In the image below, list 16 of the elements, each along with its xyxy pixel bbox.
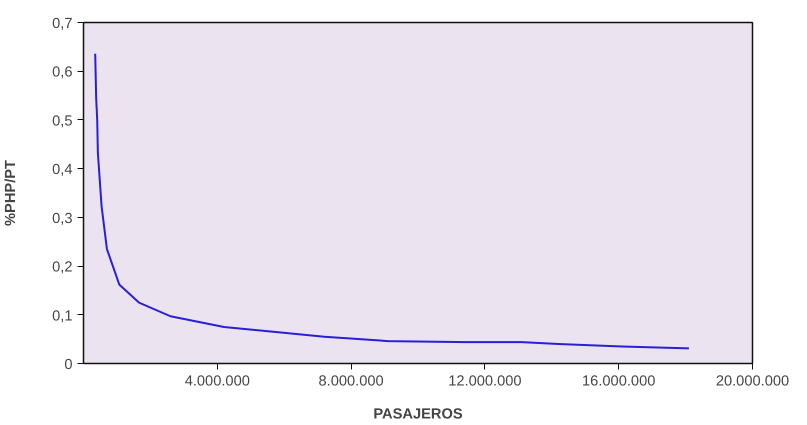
y-tick-label: 0,2 <box>52 260 72 276</box>
x-tick-label: 8.000.000 <box>318 374 384 390</box>
x-tick-label: 20.000.000 <box>716 374 790 390</box>
x-tick-label: 16.000.000 <box>582 374 656 390</box>
y-tick-label: 0 <box>64 357 73 373</box>
y-tick-label: 0,7 <box>52 16 72 32</box>
line-series <box>94 52 690 350</box>
y-tick-label: 0,6 <box>52 64 72 81</box>
y-tick-label: 0,4 <box>52 162 72 178</box>
x-tick-label: 12.000.000 <box>448 374 522 390</box>
y-axis-title: %PHP/PT <box>3 160 20 226</box>
y-tick-label: 0,5 <box>52 113 72 130</box>
y-tick-label: 0,3 <box>52 210 72 227</box>
y-tick-label: 0,1 <box>52 308 72 324</box>
x-axis-title: PASAJEROS <box>373 406 463 422</box>
x-tick-label: 4.000.000 <box>184 374 250 390</box>
